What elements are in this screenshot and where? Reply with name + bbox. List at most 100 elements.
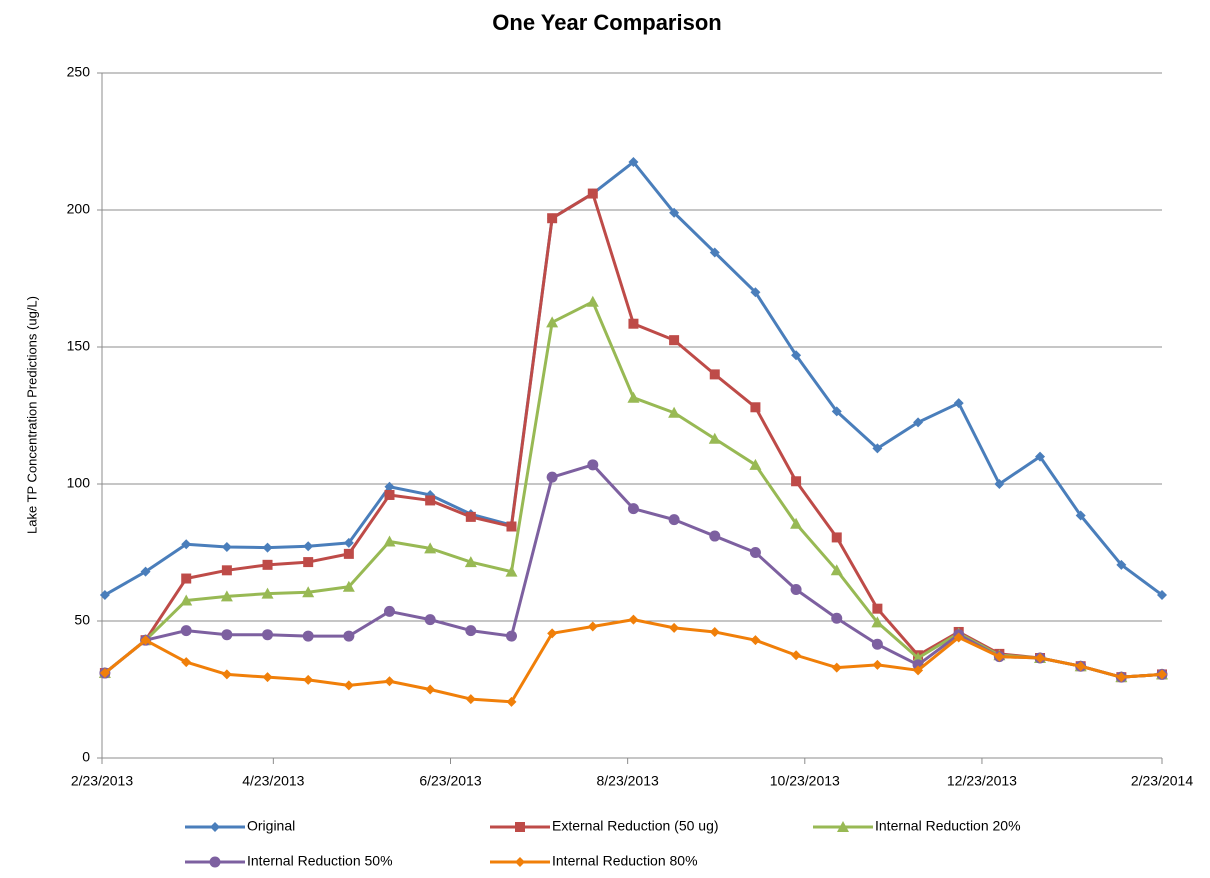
data-point (303, 674, 314, 685)
data-point (586, 295, 599, 307)
data-point (871, 616, 884, 628)
legend-label: Internal Reduction 20% (875, 818, 1021, 834)
data-point (343, 630, 355, 642)
data-point (221, 565, 232, 576)
data-point (262, 559, 273, 570)
data-point (587, 459, 599, 471)
data-point (628, 318, 639, 329)
data-point (628, 614, 639, 625)
legend-label: Original (247, 818, 295, 834)
data-point (791, 650, 802, 661)
data-point (303, 541, 314, 552)
y-tick-label: 150 (67, 338, 91, 354)
data-point (791, 476, 802, 487)
data-point (953, 632, 964, 643)
data-point (1035, 451, 1046, 462)
data-point (465, 694, 476, 705)
data-point (587, 188, 598, 199)
chart-title: One Year Comparison (492, 10, 721, 35)
data-point (221, 542, 232, 553)
data-point (99, 668, 110, 679)
data-point (709, 369, 720, 380)
data-point (221, 629, 233, 641)
x-tick-label: 8/23/2013 (596, 773, 658, 789)
y-tick-label: 50 (74, 612, 90, 628)
data-point (1075, 510, 1086, 521)
data-point (343, 680, 354, 691)
data-point (1157, 669, 1167, 680)
data-point (749, 547, 761, 558)
data-point (668, 514, 680, 526)
data-point (384, 481, 395, 492)
data-point (1116, 559, 1127, 570)
data-point (220, 590, 233, 602)
legend-label: External Reduction (50 ug) (552, 818, 719, 834)
data-point (913, 417, 924, 428)
data-point (506, 521, 517, 532)
x-tick-label: 4/23/2013 (242, 773, 304, 789)
legend-label: Internal Reduction 80% (552, 853, 698, 869)
x-tick-label: 2/23/2013 (71, 773, 133, 789)
y-tick-label: 200 (67, 201, 91, 217)
data-point (831, 662, 842, 673)
series-line (103, 463, 1163, 679)
data-point (750, 635, 761, 646)
data-point (628, 157, 639, 168)
x-tick-label: 2/23/2014 (1131, 773, 1193, 789)
data-point (830, 564, 843, 576)
data-point (669, 207, 680, 218)
legend-marker (515, 857, 525, 867)
data-point (709, 530, 721, 542)
data-point (547, 213, 558, 224)
data-point (221, 669, 232, 680)
legend-marker (209, 856, 221, 868)
data-point (465, 625, 477, 637)
data-point (465, 511, 476, 522)
data-point (750, 402, 761, 413)
data-point (627, 503, 639, 515)
data-point (505, 630, 517, 642)
data-point (669, 335, 680, 346)
data-point (547, 628, 558, 639)
x-tick-label: 10/23/2013 (770, 773, 840, 789)
data-point (302, 630, 314, 642)
data-point (303, 557, 314, 568)
data-point (140, 566, 151, 577)
data-point (262, 629, 274, 641)
data-point (872, 443, 883, 454)
data-point (913, 665, 924, 676)
data-point (1035, 652, 1046, 663)
data-point (831, 406, 842, 417)
data-point (790, 583, 802, 595)
x-tick-label: 6/23/2013 (419, 773, 481, 789)
data-point (506, 696, 517, 707)
x-tick-label: 12/23/2013 (947, 773, 1017, 789)
data-point (791, 350, 802, 361)
data-point (546, 471, 558, 483)
data-point (708, 432, 721, 444)
data-point (383, 535, 396, 547)
data-point (872, 603, 883, 614)
data-point (99, 589, 110, 600)
data-point (709, 626, 720, 637)
data-point (1116, 672, 1127, 683)
data-point (709, 247, 720, 258)
data-point (749, 458, 762, 470)
data-point (872, 659, 883, 670)
data-point (1157, 589, 1167, 600)
legend-marker (210, 822, 220, 832)
data-point (262, 542, 273, 553)
data-point (424, 614, 436, 626)
y-tick-label: 0 (82, 749, 90, 765)
data-point (546, 316, 559, 328)
data-point (627, 391, 640, 403)
legend-marker (515, 822, 525, 832)
data-point (425, 684, 436, 695)
data-point (424, 542, 437, 554)
data-point (994, 651, 1005, 662)
data-point (181, 657, 192, 668)
series-line (103, 192, 1163, 679)
series-line (104, 160, 1163, 597)
y-tick-label: 100 (67, 475, 91, 491)
